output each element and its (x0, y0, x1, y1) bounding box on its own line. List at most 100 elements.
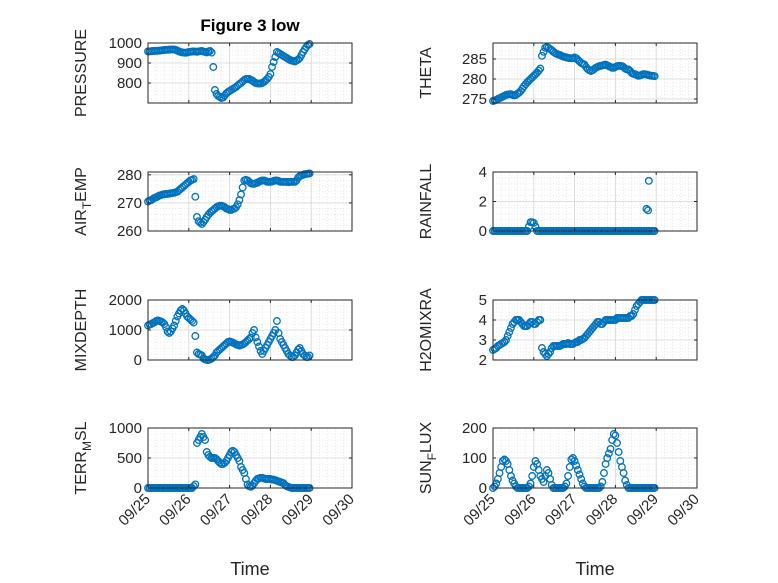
x-tick-label: 09/27 (542, 491, 581, 530)
y-tick-label: 280 (462, 71, 487, 88)
data-point (603, 454, 612, 462)
data-point (246, 333, 255, 342)
data-point (233, 200, 242, 209)
data-point (596, 482, 605, 491)
y-tick-label: 1000 (109, 420, 142, 437)
data-point (191, 192, 200, 201)
x-axis-label: Time (575, 559, 614, 579)
y-axis-label: H2OMIXRA (418, 288, 435, 372)
data-point (502, 336, 511, 344)
x-tick-label: 09/30 (664, 491, 703, 530)
x-tick-label: 09/29 (278, 491, 317, 530)
data-point (564, 472, 573, 480)
data-point (536, 316, 545, 324)
data-point (609, 430, 618, 438)
data-point (534, 66, 543, 75)
y-axis-label: TERRMSL (73, 421, 94, 494)
axes-frame (147, 42, 353, 104)
data-point (573, 466, 582, 474)
data-point (189, 318, 198, 327)
data-point (570, 457, 579, 465)
data-point (598, 478, 607, 486)
data-point (250, 326, 259, 334)
y-tick-label: 1000 (109, 322, 142, 339)
data-point (503, 332, 512, 340)
data-point (572, 461, 581, 470)
data-point (538, 344, 546, 352)
y-tick-label: 0 (479, 480, 487, 497)
data-point (507, 324, 515, 332)
data-point (272, 317, 281, 325)
axes-frame (147, 171, 353, 232)
data-point (305, 40, 314, 48)
data-point (253, 338, 262, 346)
data-point (600, 469, 608, 477)
data-point (642, 204, 651, 213)
data-point (562, 479, 571, 488)
subplot-air: 260 270 280 AIRTEMP (73, 167, 353, 240)
data-point (269, 58, 278, 66)
data-point (507, 472, 515, 480)
subplot-h2omixra: 2 3 4 5 H2OMIXRA (418, 288, 698, 372)
data-point (528, 472, 537, 480)
x-tick-label: 09/28 (238, 491, 277, 530)
data-point (546, 348, 555, 356)
x-tick-label: 09/26 (156, 491, 195, 530)
x-tick-label: 09/30 (319, 491, 358, 530)
data-point (614, 448, 623, 456)
y-tick-label: 1000 (109, 35, 142, 52)
y-tick-label: 0 (134, 480, 142, 497)
y-tick-label: 4 (479, 164, 487, 181)
data-point (650, 72, 659, 81)
data-point (538, 51, 546, 60)
data-point (251, 333, 260, 342)
x-tick-label: 09/29 (623, 491, 662, 530)
axes-frame (492, 299, 698, 361)
y-tick-label: 275 (462, 91, 487, 108)
data-point (529, 218, 538, 227)
data-point (238, 183, 247, 192)
data-point (536, 64, 545, 73)
data-point (189, 482, 198, 491)
data-point (191, 332, 200, 340)
y-tick-label: 200 (462, 420, 487, 437)
y-tick-label: 2000 (109, 292, 142, 309)
data-point (526, 479, 535, 488)
data-point (544, 350, 553, 358)
y-axis-label: MIXDEPTH (73, 289, 90, 372)
y-tick-label: 500 (117, 450, 142, 467)
data-point (266, 70, 275, 78)
data-point (577, 475, 586, 483)
x-axis-label: Time (230, 559, 269, 579)
y-axis-label: PRESSURE (73, 29, 90, 117)
subplot-mixdepth: 0 1000 2000 MIXDEPTH (73, 289, 353, 372)
data-point (189, 175, 198, 183)
y-axis-label: RAINFALL (418, 164, 435, 240)
data-point (611, 431, 620, 440)
data-point (575, 470, 584, 479)
data-point (237, 190, 245, 199)
y-tick-label: 5 (479, 292, 487, 309)
y-tick-label: 270 (117, 195, 142, 212)
y-tick-label: 900 (117, 55, 142, 72)
data-point (621, 476, 630, 485)
data-point (193, 213, 201, 221)
data-point (644, 206, 652, 215)
y-tick-label: 0 (134, 352, 142, 369)
y-tick-label: 285 (462, 51, 487, 68)
subplot-rainfall: 0 2 4 RAINFALL (418, 164, 698, 240)
x-tick-label: 09/26 (501, 491, 540, 530)
data-point (619, 469, 628, 477)
data-point (505, 328, 514, 336)
y-tick-label: 800 (117, 75, 142, 92)
y-tick-label: 2 (479, 352, 487, 369)
x-tick-label: 09/28 (583, 491, 622, 530)
y-axis-label: AIRTEMP (73, 167, 94, 236)
data-point (613, 439, 621, 447)
x-tick-label: 09/27 (197, 491, 236, 530)
figure-title: Figure 3 low (200, 16, 300, 35)
data-point (207, 48, 216, 57)
